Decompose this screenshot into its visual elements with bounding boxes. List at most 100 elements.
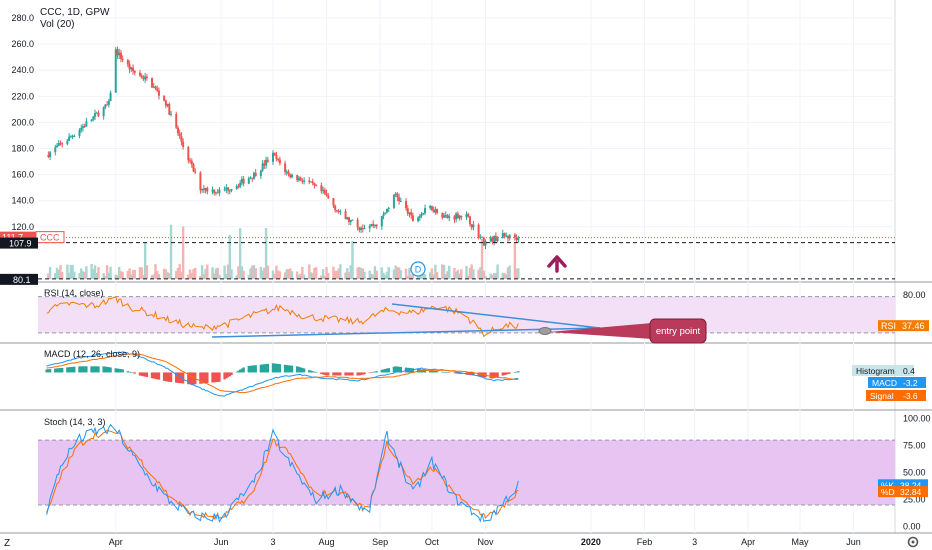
candle-body[interactable] bbox=[92, 116, 95, 120]
candle-body[interactable] bbox=[116, 49, 119, 56]
candle-body[interactable] bbox=[69, 136, 72, 138]
candle-body[interactable] bbox=[259, 170, 262, 177]
candle-body[interactable] bbox=[278, 159, 281, 164]
candle-body[interactable] bbox=[80, 128, 83, 131]
candle-body[interactable] bbox=[446, 215, 449, 219]
candle-body[interactable] bbox=[361, 227, 364, 229]
candle-body[interactable] bbox=[303, 180, 306, 182]
candle-body[interactable] bbox=[505, 235, 508, 237]
candle-body[interactable] bbox=[468, 216, 471, 225]
candle-body[interactable] bbox=[337, 211, 340, 213]
candle-body[interactable] bbox=[54, 147, 57, 153]
candle-body[interactable] bbox=[290, 174, 293, 178]
candle-body[interactable] bbox=[152, 86, 155, 88]
price-pane[interactable]: 280.0 260.0 240.0 220.0 200.0 180.0 160.0 140.0… bbox=[0, 7, 895, 285]
candle-body[interactable] bbox=[132, 67, 135, 71]
candle-body[interactable] bbox=[398, 197, 401, 202]
candle-body[interactable] bbox=[266, 159, 269, 162]
candle-body[interactable] bbox=[265, 159, 268, 166]
candle-body[interactable] bbox=[501, 233, 504, 239]
candle-body[interactable] bbox=[206, 187, 209, 192]
candle-body[interactable] bbox=[71, 136, 74, 138]
candle-body[interactable] bbox=[78, 130, 81, 136]
candle-body[interactable] bbox=[254, 172, 257, 177]
candle-body[interactable] bbox=[285, 171, 288, 173]
candle-body[interactable] bbox=[430, 205, 433, 211]
candle-body[interactable] bbox=[176, 127, 179, 134]
candle-body[interactable] bbox=[178, 133, 181, 136]
candle-body[interactable] bbox=[119, 52, 122, 59]
candle-body[interactable] bbox=[465, 214, 468, 218]
candle-body[interactable] bbox=[68, 136, 71, 141]
candle-body[interactable] bbox=[56, 145, 59, 148]
candle-body[interactable] bbox=[396, 193, 399, 198]
candle-body[interactable] bbox=[443, 215, 446, 218]
candle-body[interactable] bbox=[140, 75, 143, 78]
candle-body[interactable] bbox=[434, 209, 437, 213]
candle-body[interactable] bbox=[322, 189, 325, 192]
candle-body[interactable] bbox=[287, 171, 290, 174]
candle-body[interactable] bbox=[163, 95, 166, 101]
candle-body[interactable] bbox=[373, 224, 376, 226]
candle-body[interactable] bbox=[417, 217, 420, 222]
candle-body[interactable] bbox=[204, 187, 207, 191]
dividend-badge[interactable]: D bbox=[410, 261, 426, 277]
candle-body[interactable] bbox=[102, 107, 105, 117]
candle-body[interactable] bbox=[104, 104, 107, 108]
candle-body[interactable] bbox=[83, 126, 86, 128]
candle-body[interactable] bbox=[339, 211, 342, 213]
candle-body[interactable] bbox=[182, 141, 185, 147]
candle-body[interactable] bbox=[394, 193, 397, 195]
candle-body[interactable] bbox=[448, 216, 451, 219]
rsi-legend[interactable]: RSI (14, close) bbox=[44, 288, 104, 298]
candle-body[interactable] bbox=[386, 209, 389, 213]
candle-body[interactable] bbox=[214, 192, 217, 194]
candle-body[interactable] bbox=[49, 152, 52, 158]
candle-body[interactable] bbox=[360, 227, 363, 231]
candle-body[interactable] bbox=[356, 219, 359, 228]
up-arrow-icon[interactable] bbox=[547, 255, 567, 273]
candle-body[interactable] bbox=[399, 201, 402, 203]
candle-body[interactable] bbox=[216, 192, 219, 194]
candle-body[interactable] bbox=[301, 180, 304, 182]
candle-body[interactable] bbox=[508, 234, 511, 239]
candle-body[interactable] bbox=[429, 205, 432, 209]
candle-body[interactable] bbox=[247, 178, 250, 184]
candle-body[interactable] bbox=[513, 234, 516, 238]
candle-body[interactable] bbox=[227, 187, 230, 191]
candle-body[interactable] bbox=[47, 155, 50, 158]
candle-body[interactable] bbox=[166, 103, 169, 106]
candle-body[interactable] bbox=[456, 213, 459, 219]
candle-body[interactable] bbox=[128, 64, 131, 70]
candle-body[interactable] bbox=[460, 215, 463, 218]
candle-body[interactable] bbox=[261, 163, 264, 171]
candle-body[interactable] bbox=[472, 224, 475, 228]
candle-body[interactable] bbox=[271, 152, 274, 162]
candle-body[interactable] bbox=[59, 143, 62, 145]
candle-body[interactable] bbox=[235, 186, 238, 189]
candle-body[interactable] bbox=[315, 185, 318, 187]
candle-body[interactable] bbox=[202, 188, 205, 191]
candle-body[interactable] bbox=[95, 112, 98, 114]
candle-body[interactable] bbox=[73, 135, 76, 137]
candle-body[interactable] bbox=[444, 215, 447, 217]
candle-body[interactable] bbox=[470, 224, 473, 228]
candle-body[interactable] bbox=[348, 217, 351, 223]
candle-body[interactable] bbox=[273, 152, 276, 156]
candle-body[interactable] bbox=[375, 224, 378, 227]
candle-body[interactable] bbox=[441, 213, 444, 218]
entry-point-callout[interactable]: entry point bbox=[549, 318, 707, 344]
candle-body[interactable] bbox=[344, 211, 347, 220]
candle-body[interactable] bbox=[405, 201, 408, 209]
candle-body[interactable] bbox=[225, 187, 228, 190]
candle-body[interactable] bbox=[240, 178, 243, 183]
candle-body[interactable] bbox=[424, 208, 427, 214]
candle-body[interactable] bbox=[420, 214, 423, 216]
candle-body[interactable] bbox=[170, 113, 173, 115]
candle-body[interactable] bbox=[242, 178, 245, 184]
candle-body[interactable] bbox=[380, 216, 383, 227]
candle-body[interactable] bbox=[157, 90, 160, 96]
candle-body[interactable] bbox=[325, 193, 328, 196]
candle-body[interactable] bbox=[252, 172, 255, 179]
